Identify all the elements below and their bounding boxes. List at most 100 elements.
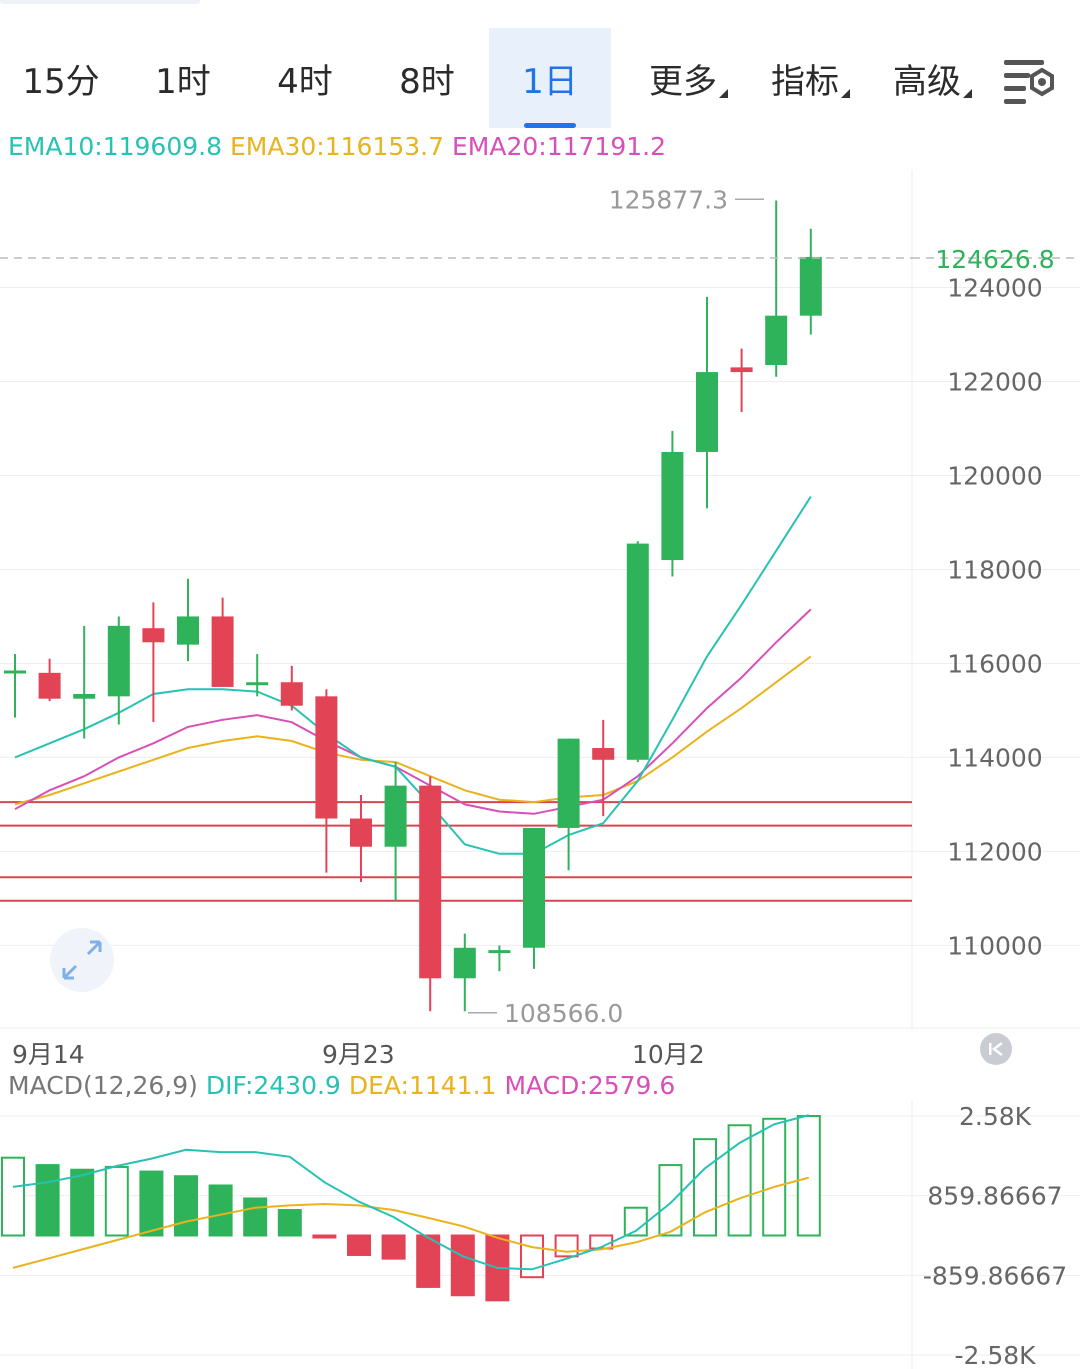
candle-down: [730, 367, 753, 373]
candle-up: [453, 947, 476, 979]
candle-up: [488, 950, 511, 954]
y-tick-label: 112000: [947, 837, 1042, 866]
macd-bar-positive: [727, 1124, 752, 1237]
candle-down: [142, 628, 165, 643]
tab-label: 高级: [893, 61, 961, 102]
dea-line: [12, 1176, 810, 1269]
candle-down: [419, 785, 442, 979]
macd-bar-positive: [243, 1197, 268, 1237]
tab-label: 1日: [522, 61, 578, 102]
candle-up: [799, 256, 822, 316]
tab-advanced[interactable]: 高级: [866, 28, 988, 128]
dif-line: [12, 1114, 810, 1271]
jump-to-latest-button[interactable]: [980, 1033, 1012, 1065]
chart-settings-icon[interactable]: [1000, 56, 1058, 106]
candle-up: [765, 315, 788, 366]
tab-1hour[interactable]: 1时: [122, 28, 244, 128]
macd-bar-negative: [450, 1234, 475, 1297]
candle-up: [73, 693, 96, 699]
tab-label: 1时: [155, 61, 211, 102]
expand-icon: [62, 940, 102, 980]
candle-down: [38, 672, 61, 699]
macd-y-tick-label: -2.58K: [954, 1341, 1036, 1369]
candle-up: [661, 451, 684, 561]
macd-bar-positive: [70, 1168, 95, 1237]
candle-up: [696, 372, 718, 452]
macd-bar-positive: [35, 1164, 60, 1237]
macd-bar-negative: [381, 1234, 406, 1260]
jump-to-latest-icon: [989, 1042, 1003, 1056]
candle-down: [211, 616, 234, 687]
tab-more[interactable]: 更多: [622, 28, 744, 128]
macd-bar-positive: [139, 1170, 164, 1237]
candle-up: [384, 785, 407, 847]
top-scroll-indicator: [0, 0, 200, 4]
macd-bar-positive: [796, 1115, 821, 1237]
candle-up: [523, 827, 545, 948]
active-tab-indicator: [524, 123, 576, 128]
y-tick-label: 120000: [947, 461, 1042, 490]
macd-bar-positive: [174, 1175, 198, 1237]
macd-bar-negative: [312, 1234, 337, 1239]
high-price-label: 125877.3: [609, 185, 728, 214]
macd-legend: MACD(12,26,9) DIF:2430.9 DEA:1141.1 MACD:25…: [8, 1071, 683, 1100]
candle-down: [315, 696, 338, 819]
ema20-line: [14, 608, 812, 815]
macd-bar-negative: [554, 1234, 579, 1258]
candle-down: [280, 682, 303, 706]
macd-name: MACD(12,26,9): [8, 1071, 198, 1100]
candle-up: [626, 543, 649, 760]
candle-down: [592, 748, 615, 760]
tab-label: 8时: [399, 61, 455, 102]
ema10-line: [14, 496, 812, 855]
macd-bar-positive: [104, 1165, 129, 1237]
macd-bar-negative: [416, 1234, 441, 1288]
y-tick-label: 122000: [947, 367, 1042, 396]
ema30-value: EMA30:116153.7: [230, 132, 444, 161]
x-date-label: 9月23: [322, 1040, 395, 1069]
dropdown-corner-icon: [963, 89, 972, 98]
tab-label: 指标: [771, 61, 839, 102]
macd-bar-positive: [1, 1156, 25, 1237]
tab-4hour[interactable]: 4时: [244, 28, 366, 128]
candle-down: [350, 818, 372, 847]
macd-dea: DEA:1141.1: [348, 1071, 497, 1100]
macd-dif: DIF:2430.9: [205, 1071, 341, 1100]
ema20-value: EMA20:117191.2: [452, 132, 666, 161]
tab-15min[interactable]: 15分: [0, 28, 122, 128]
candle-up: [107, 625, 130, 697]
x-date-label: 10月2: [632, 1040, 705, 1069]
candle-up: [246, 682, 269, 686]
macd-bar-positive: [762, 1117, 787, 1237]
candle-up: [4, 670, 26, 674]
y-tick-label: 110000: [947, 931, 1042, 960]
tab-indicators[interactable]: 指标: [744, 28, 866, 128]
interval-tab-bar: 15分 1时 4时 8时 1日 更多 指标 高级: [0, 0, 1080, 130]
macd-chart[interactable]: 2.58K 859.86667 -859.86667 -2.58K: [0, 1100, 1080, 1369]
y-tick-label: 118000: [947, 555, 1042, 584]
macd-bar-negative: [347, 1234, 371, 1256]
tab-8hour[interactable]: 8时: [366, 28, 488, 128]
macd-value: MACD:2579.6: [504, 1071, 676, 1100]
tab-label: 4时: [277, 61, 333, 102]
macd-bar-positive: [658, 1164, 683, 1237]
macd-y-tick-label: 859.86667: [927, 1182, 1062, 1211]
x-date-label: 9月14: [12, 1040, 85, 1069]
tab-label: 15分: [22, 61, 100, 102]
candle-up: [177, 616, 199, 645]
expand-chart-button[interactable]: [50, 928, 114, 992]
macd-bar-negative: [520, 1234, 544, 1279]
tab-1day[interactable]: 1日: [489, 28, 611, 128]
y-tick-label: 114000: [947, 743, 1042, 772]
dropdown-corner-icon: [841, 89, 850, 98]
macd-bar-positive: [277, 1209, 302, 1237]
macd-bar-positive: [693, 1138, 717, 1237]
price-candlestick-chart[interactable]: 124000 122000 120000 118000 116000 114000 1120…: [0, 170, 1080, 1030]
dropdown-corner-icon: [719, 89, 728, 98]
macd-bar-positive: [208, 1184, 233, 1237]
candle-up: [557, 738, 580, 828]
low-price-label: 108566.0: [504, 999, 623, 1028]
tab-label: 更多: [649, 61, 717, 102]
ema-legend: EMA10:119609.8 EMA30:116153.7 EMA20:117191…: [8, 132, 674, 161]
ema10-value: EMA10:119609.8: [8, 132, 222, 161]
